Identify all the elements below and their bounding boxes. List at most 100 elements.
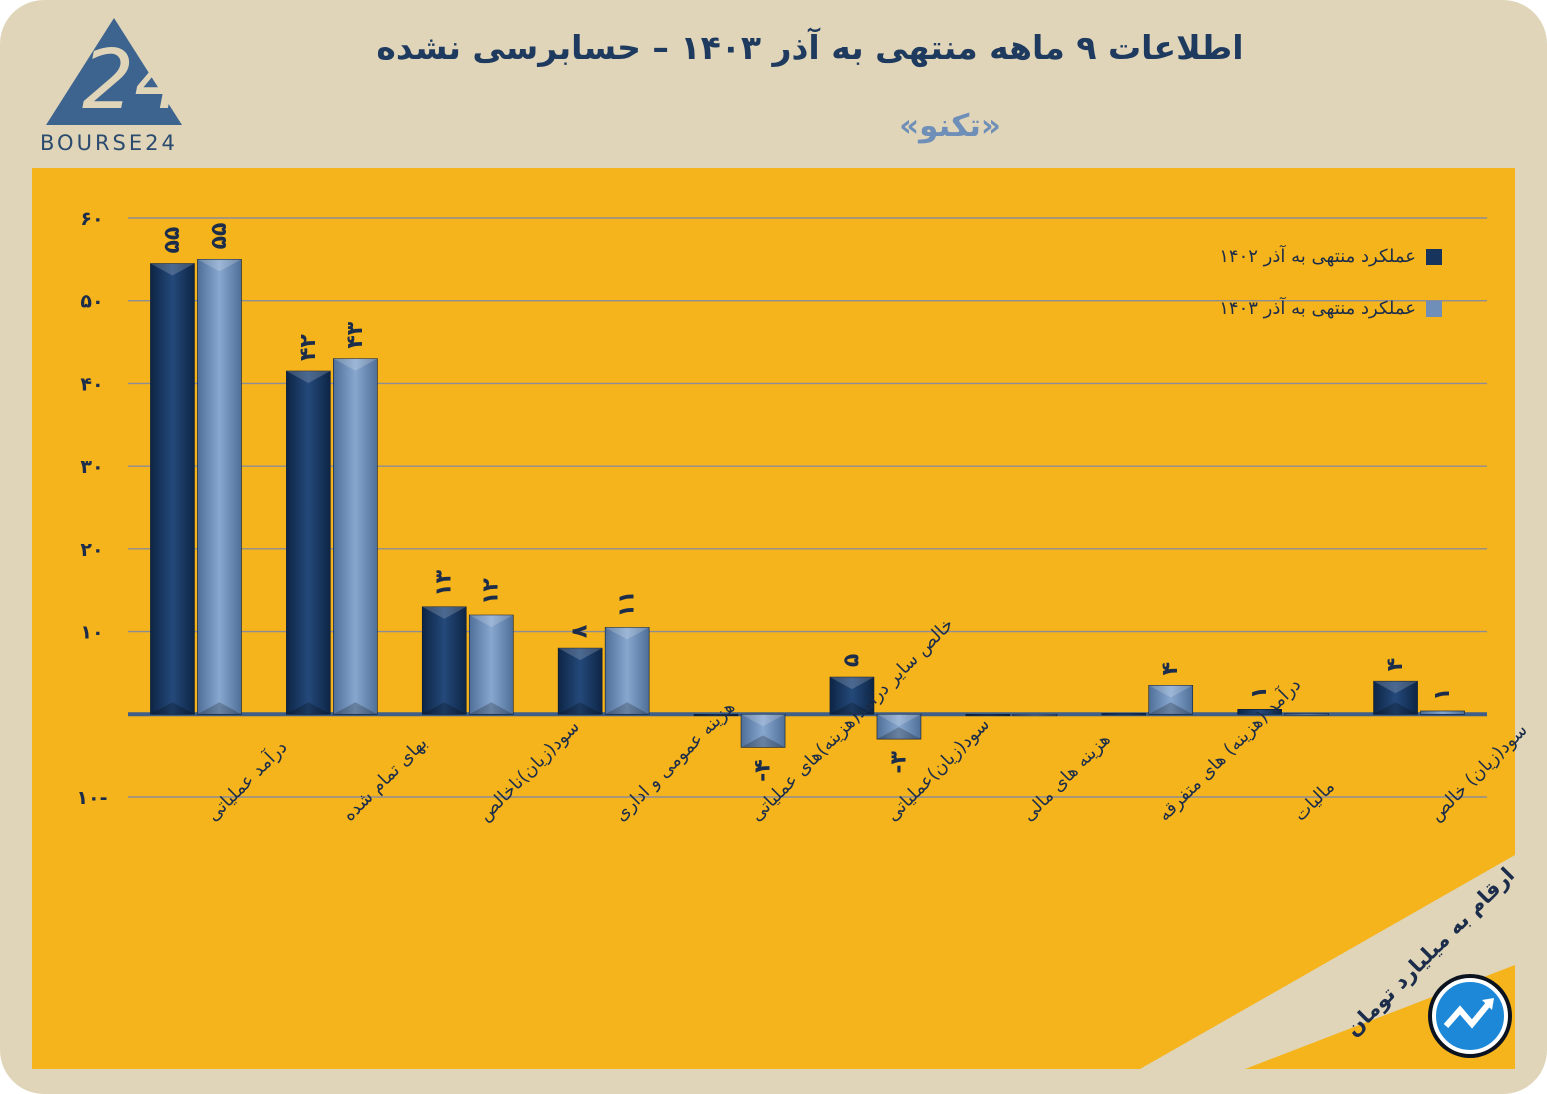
logo-text: BOURSE24 — [40, 131, 178, 155]
bar-body — [468, 614, 514, 715]
bar-body — [829, 676, 875, 715]
bar-1403 — [1148, 685, 1194, 715]
data-label: ۱۱ — [615, 591, 640, 618]
bar-body — [1420, 710, 1465, 715]
legend-label-1403: عملکرد منتهی به آذر ۱۴۰۳ — [1219, 298, 1416, 319]
bar-1402 — [829, 676, 875, 715]
bar-bevel-top — [558, 648, 603, 661]
bar-body — [197, 259, 242, 715]
data-label: ۴۳ — [343, 321, 368, 348]
bar-bevel-bottom — [741, 735, 786, 748]
bar-bevel-top — [422, 606, 467, 619]
bar-1402 — [1101, 713, 1147, 716]
data-label: ۸ — [568, 624, 593, 638]
bar-bevel-top — [1148, 685, 1193, 698]
bar-bevel-bottom — [286, 702, 331, 715]
y-tick-label: -۱۰ — [76, 787, 107, 809]
bar-bevel-top — [333, 358, 378, 371]
bar-1403 — [876, 713, 922, 740]
bar-1402 — [1237, 709, 1282, 715]
bar-1403 — [1012, 713, 1058, 717]
bar-body — [150, 263, 195, 715]
data-label: -۴ — [751, 759, 776, 782]
bar-1403 — [1284, 713, 1329, 716]
bar-body — [1101, 713, 1147, 716]
category-label: سود(زیان)ناخالص — [474, 716, 583, 825]
bar-bevel-bottom — [829, 702, 874, 715]
bar-bevel-bottom — [1148, 702, 1193, 715]
y-tick-label: ۲۰ — [80, 539, 103, 561]
bar-bevel-top — [150, 263, 195, 276]
bar-bevel-bottom — [422, 702, 467, 715]
bar-bevel-bottom — [150, 702, 195, 715]
bar-1402 — [965, 713, 1011, 717]
bar-bevel-top — [1373, 681, 1418, 694]
bar-body — [604, 627, 650, 715]
bar-1403 — [468, 614, 514, 715]
bar-bevel-bottom — [876, 727, 921, 740]
legend-label-1402: عملکرد منتهی به آذر ۱۴۰۲ — [1219, 246, 1416, 267]
bar-bevel-bottom — [558, 702, 603, 715]
bar-bevel-top — [605, 627, 650, 640]
bar-bevel-top — [286, 371, 331, 384]
data-label: ۴۲ — [296, 334, 321, 361]
bourse24-logo-icon: 24 — [46, 18, 186, 128]
bar-1403 — [1420, 710, 1465, 715]
data-label: ۴ — [1158, 662, 1183, 675]
bar-1402 — [1373, 680, 1418, 715]
data-label: ۵ — [839, 654, 864, 667]
y-tick-label: ۴۰ — [80, 373, 103, 395]
data-label: ۵۵ — [207, 222, 232, 249]
bar-1403 — [197, 259, 242, 715]
bar-bevel-top — [469, 615, 514, 628]
bar-body — [876, 713, 922, 740]
svg-text:24: 24 — [82, 33, 186, 128]
data-label: ۱۲ — [479, 578, 504, 605]
bar-bevel-bottom — [469, 702, 514, 715]
bar-body — [740, 713, 786, 748]
bar-bevel-top — [876, 714, 921, 727]
bar-bevel-top — [741, 714, 786, 727]
bar-bevel-bottom — [333, 702, 378, 715]
category-label: مالیات — [1290, 776, 1339, 825]
trend-badge-icon — [1428, 974, 1512, 1058]
bar-1402 — [693, 713, 739, 717]
legend-item-1403: عملکرد منتهی به آذر ۱۴۰۳ — [1219, 298, 1442, 319]
bar-body — [1284, 713, 1329, 716]
y-tick-label: ۶۰ — [80, 208, 103, 230]
bar-body — [1237, 709, 1282, 715]
legend-swatch-1403 — [1426, 300, 1442, 317]
data-label: ۱۳ — [432, 569, 457, 596]
bar-1402 — [150, 263, 195, 715]
bar-body — [333, 358, 378, 715]
data-label: ۴ — [1383, 658, 1408, 671]
bar-body — [557, 647, 603, 715]
category-label: بهای تمام شده — [339, 733, 432, 826]
bar-1403 — [604, 627, 650, 715]
bar-1402 — [286, 370, 331, 715]
bar-bevel-bottom — [197, 702, 242, 715]
bar-body — [1012, 713, 1058, 717]
y-tick-label: ۵۰ — [80, 291, 103, 313]
y-tick-label: ۳۰ — [80, 456, 103, 478]
bar-1402 — [557, 647, 603, 715]
bar-bevel-top — [829, 677, 874, 690]
category-label: درآمد عملیاتی — [201, 735, 291, 825]
bar-1402 — [421, 606, 467, 715]
chart-subtitle: «تکنو» — [899, 108, 1001, 144]
bar-bevel-bottom — [605, 702, 650, 715]
data-label: ۵۵ — [160, 227, 185, 254]
data-label: ۱ — [1430, 688, 1455, 701]
legend-item-1402: عملکرد منتهی به آذر ۱۴۰۲ — [1219, 246, 1442, 267]
bar-bevel-top — [197, 259, 242, 272]
bar-body — [421, 606, 467, 715]
y-tick-label: ۱۰ — [80, 622, 103, 644]
data-label: -۳ — [886, 751, 911, 774]
bar-body — [286, 370, 331, 715]
category-label: سود(زیان) خالص — [1426, 720, 1532, 826]
bar-1403 — [740, 713, 786, 748]
bar-bevel-bottom — [1373, 702, 1418, 715]
bar-body — [965, 713, 1011, 717]
